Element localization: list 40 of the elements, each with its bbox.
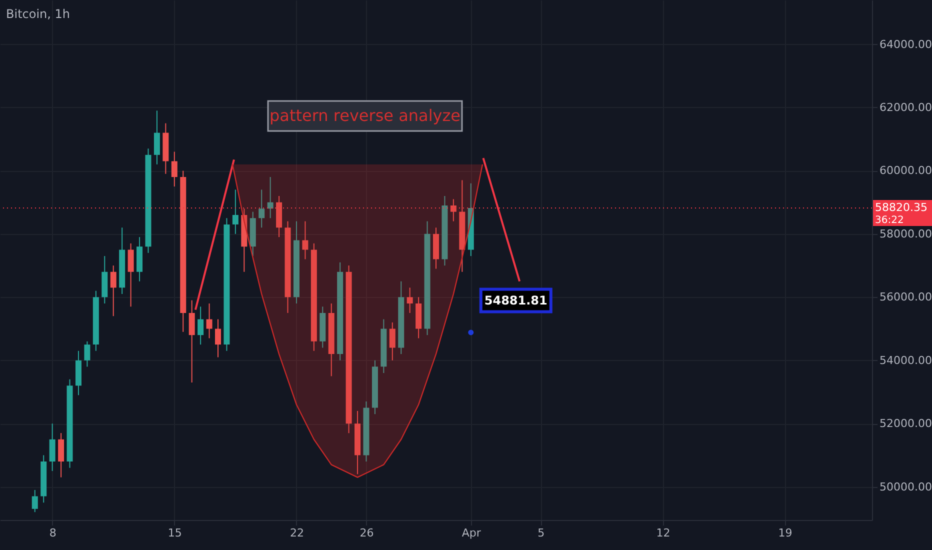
candlestick (389, 322, 396, 361)
x-tick-label: 8 (49, 526, 56, 540)
x-tick-label: 5 (538, 526, 545, 540)
text: Bitcoin, 1h (6, 7, 70, 21)
y-tick-label: 56000.00 (880, 290, 932, 304)
y-tick-label: 50000.00 (880, 480, 932, 494)
candlestick (232, 189, 238, 234)
candlestick (110, 265, 116, 317)
x-tick-label: 19 (778, 526, 792, 540)
y-tick-label: 62000.00 (880, 100, 932, 114)
candlestick (154, 110, 160, 165)
candlestick (32, 489, 38, 513)
candlestick (128, 242, 134, 308)
candlestick (58, 432, 64, 478)
y-tick-label: 64000.00 (880, 38, 932, 51)
candlestick (215, 318, 221, 358)
y-tick-label: 58000.00 (880, 227, 932, 240)
text: 36:22 (875, 214, 904, 226)
candlestick (267, 176, 274, 219)
candlestick (450, 198, 456, 222)
candlestick (302, 220, 308, 260)
annotation: pattern reverse analyze (269, 106, 461, 125)
x-tick-label: 12 (656, 526, 670, 540)
x-tick-label: 22 (290, 526, 304, 540)
candlestick (406, 287, 413, 314)
candlestick (188, 300, 195, 383)
y-tick-label: 60000.00 (880, 164, 932, 178)
y-tick-label: 52000.00 (880, 417, 932, 430)
x-tick-label: 26 (360, 526, 374, 540)
x-tick-label: 15 (168, 526, 182, 540)
annotation: 54881.81 (484, 293, 548, 308)
candlestick (171, 151, 178, 188)
candlestick (206, 302, 212, 339)
candlestick (198, 306, 204, 346)
y-tick-label: 54000.00 (880, 354, 932, 367)
ref-line-label: 58820.35 (875, 200, 928, 214)
candlestick (49, 423, 56, 472)
candlestick (84, 340, 90, 368)
candlestick (258, 189, 265, 228)
x-tick-label: Apr (462, 526, 482, 540)
